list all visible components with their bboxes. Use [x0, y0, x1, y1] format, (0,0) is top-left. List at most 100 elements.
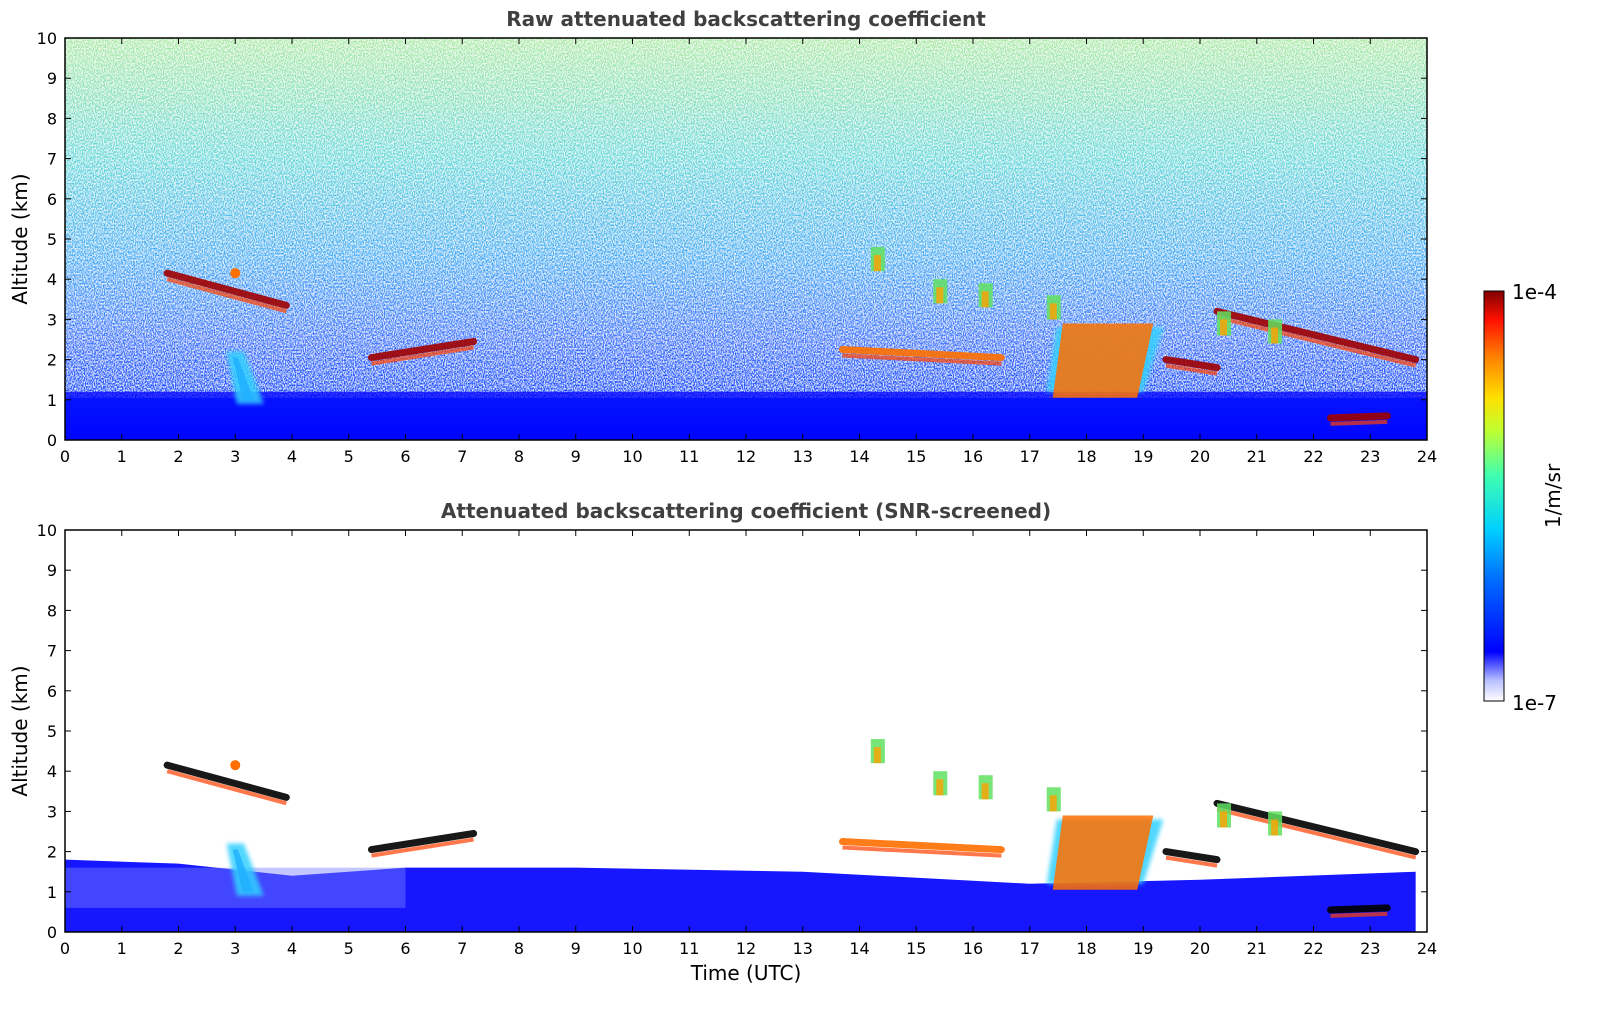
- convective-cell-core: [981, 783, 989, 800]
- convective-cell-core: [873, 255, 881, 272]
- convective-cell-core: [936, 287, 944, 304]
- cloud-layer-edge: [1216, 315, 1417, 368]
- x-tick-label: 23: [1360, 939, 1380, 958]
- cloud-layer-edge: [371, 345, 474, 366]
- x-tick-label: 14: [849, 939, 869, 958]
- y-tick-label: 8: [47, 601, 57, 620]
- y-tick-label: 9: [47, 561, 57, 580]
- x-tick-label: 3: [230, 939, 240, 958]
- boundary-layer-region: [65, 391, 1427, 440]
- x-tick-label: 21: [1247, 939, 1267, 958]
- cloud-layer-edge: [1330, 419, 1388, 426]
- convective-cell-core: [981, 291, 989, 308]
- cloud-layer: [1162, 356, 1221, 372]
- y-tick-label: 10: [37, 521, 57, 540]
- x-tick-label: 1: [117, 447, 127, 466]
- x-tick-label: 2: [173, 447, 183, 466]
- x-tick-label: 13: [793, 939, 813, 958]
- y-tick-label: 9: [47, 69, 57, 88]
- x-tick-label: 6: [400, 447, 410, 466]
- cloud-blob: [230, 268, 241, 279]
- x-tick-label: 8: [514, 939, 524, 958]
- x-tick-label: 19: [1133, 447, 1153, 466]
- cloud-layer: [1213, 307, 1420, 364]
- x-tick-label: 6: [400, 939, 410, 958]
- y-axis-label: Altitude (km): [8, 665, 32, 796]
- x-tick-label: 21: [1247, 447, 1267, 466]
- cloud-layer: [838, 838, 1005, 854]
- x-tick-label: 9: [571, 939, 581, 958]
- x-tick-label: 1: [117, 939, 127, 958]
- cloud-layer-edge: [371, 837, 474, 858]
- cloud-layer: [163, 761, 290, 801]
- y-tick-label: 2: [47, 843, 57, 862]
- x-tick-label: 18: [1076, 447, 1096, 466]
- cloud-layer: [1162, 848, 1221, 864]
- x-tick-label: 9: [571, 447, 581, 466]
- x-tick-label: 17: [1020, 939, 1040, 958]
- x-tick-label: 0: [60, 939, 70, 958]
- cloud-layer: [367, 830, 478, 854]
- cloud-blob: [230, 760, 241, 771]
- cloud-layer-edge: [1165, 363, 1218, 376]
- y-tick-label: 10: [37, 29, 57, 48]
- y-tick-label: 4: [47, 270, 57, 289]
- x-axis-label: Time (UTC): [690, 961, 802, 985]
- heatmap-area: [65, 530, 1427, 932]
- x-tick-label: 18: [1076, 939, 1096, 958]
- colorbar-max-label: 1e-4: [1512, 280, 1557, 304]
- y-axis-label: Altitude (km): [8, 173, 32, 304]
- convective-cell-core: [1049, 303, 1057, 320]
- x-tick-label: 5: [344, 447, 354, 466]
- x-tick-label: 16: [963, 939, 983, 958]
- x-tick-label: 10: [622, 939, 642, 958]
- x-tick-label: 16: [963, 447, 983, 466]
- heatmap-area: [65, 38, 1427, 440]
- x-tick-label: 19: [1133, 939, 1153, 958]
- x-tick-label: 12: [736, 939, 756, 958]
- y-tick-label: 7: [47, 150, 57, 169]
- y-tick-label: 1: [47, 391, 57, 410]
- cloud-layer: [1327, 412, 1391, 422]
- x-tick-label: 3: [230, 447, 240, 466]
- snr-screened-panel: Attenuated backscattering coefficient (S…: [8, 499, 1437, 985]
- x-tick-label: 11: [679, 447, 699, 466]
- cloud-layer: [838, 346, 1005, 362]
- panel-title: Raw attenuated backscattering coefficien…: [506, 7, 986, 31]
- colorbar-min-label: 1e-7: [1512, 691, 1557, 715]
- cloud-layer-edge: [1165, 855, 1218, 868]
- x-tick-label: 0: [60, 447, 70, 466]
- cloud-layer-edge: [842, 353, 1002, 366]
- x-tick-label: 8: [514, 447, 524, 466]
- cloud-layer: [367, 338, 478, 362]
- x-tick-label: 17: [1020, 447, 1040, 466]
- x-tick-label: 2: [173, 939, 183, 958]
- cloud-layer: [163, 269, 290, 309]
- x-tick-label: 4: [287, 447, 297, 466]
- y-tick-label: 3: [47, 310, 57, 329]
- plume-core: [232, 849, 254, 892]
- x-tick-label: 24: [1417, 939, 1437, 958]
- cloud-layer-edge: [1330, 911, 1388, 918]
- y-tick-label: 0: [47, 431, 57, 450]
- colorbar: 1e-4 1e-7 1/m/sr: [1483, 280, 1565, 715]
- cloud-layer-edge: [1216, 807, 1417, 860]
- y-tick-label: 5: [47, 722, 57, 741]
- noise-speckle: [65, 38, 1427, 398]
- y-tick-label: 7: [47, 642, 57, 661]
- cloud-layer-edge: [166, 277, 287, 314]
- x-tick-label: 20: [1190, 939, 1210, 958]
- convective-cell-core: [1049, 795, 1057, 812]
- x-tick-label: 23: [1360, 447, 1380, 466]
- plume-core: [1052, 815, 1154, 890]
- x-tick-label: 10: [622, 447, 642, 466]
- boundary-layer-region: [65, 859, 1416, 932]
- x-tick-label: 4: [287, 939, 297, 958]
- x-tick-label: 7: [457, 939, 467, 958]
- cloud-layer-edge: [166, 769, 287, 806]
- y-tick-label: 6: [47, 682, 57, 701]
- x-tick-label: 7: [457, 447, 467, 466]
- convective-cell-core: [1271, 327, 1279, 344]
- x-tick-label: 22: [1303, 447, 1323, 466]
